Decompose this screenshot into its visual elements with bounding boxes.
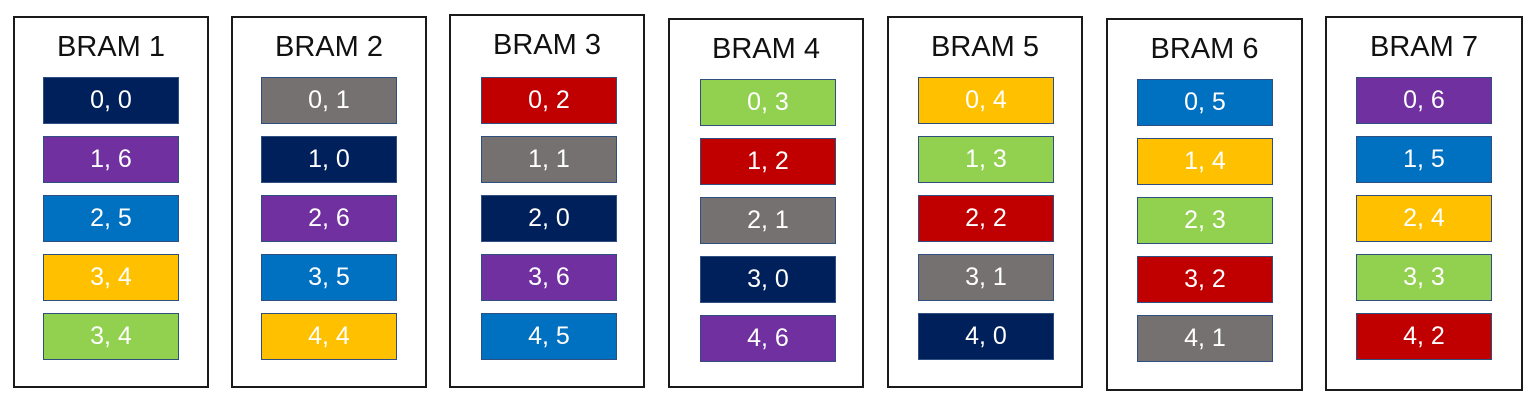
bram-block-6: BRAM 6 0, 5 1, 4 2, 3 3, 2 4, 1 — [1106, 18, 1303, 391]
bram-title: BRAM 4 — [712, 33, 820, 65]
bram-block-2: BRAM 2 0, 1 1, 0 2, 6 3, 5 4, 4 — [231, 16, 427, 388]
bram-title: BRAM 3 — [493, 29, 601, 61]
bram-block-7: BRAM 7 0, 6 1, 5 2, 4 3, 3 4, 2 — [1325, 16, 1523, 391]
bram-cell: 3, 6 — [481, 254, 617, 301]
bram-block-3: BRAM 3 0, 2 1, 1 2, 0 3, 6 4, 5 — [449, 14, 645, 388]
bram-cell: 2, 6 — [261, 195, 397, 242]
bram-cell: 0, 2 — [481, 77, 617, 124]
bram-cell: 2, 0 — [481, 195, 617, 242]
bram-cell: 3, 1 — [918, 254, 1054, 301]
bram-block-5: BRAM 5 0, 4 1, 3 2, 2 3, 1 4, 0 — [887, 16, 1083, 388]
bram-cell: 2, 3 — [1137, 197, 1273, 244]
bram-cell: 4, 2 — [1356, 313, 1492, 360]
bram-block-4: BRAM 4 0, 3 1, 2 2, 1 3, 0 4, 6 — [668, 18, 864, 388]
bram-cell: 3, 4 — [43, 254, 179, 301]
bram-cell: 0, 3 — [700, 79, 836, 126]
bram-cell: 0, 4 — [918, 77, 1054, 124]
bram-cell: 1, 4 — [1137, 138, 1273, 185]
bram-cell: 3, 3 — [1356, 254, 1492, 301]
bram-cell: 3, 5 — [261, 254, 397, 301]
bram-title: BRAM 5 — [931, 31, 1039, 63]
bram-cell: 4, 0 — [918, 313, 1054, 360]
bram-cell: 3, 4 — [43, 313, 179, 360]
bram-cell: 0, 5 — [1137, 79, 1273, 126]
bram-cell: 0, 6 — [1356, 77, 1492, 124]
bram-cell: 4, 4 — [261, 313, 397, 360]
bram-cell: 0, 1 — [261, 77, 397, 124]
bram-cell: 2, 2 — [918, 195, 1054, 242]
bram-cell: 1, 5 — [1356, 136, 1492, 183]
bram-cell: 1, 0 — [261, 136, 397, 183]
bram-cell: 2, 1 — [700, 197, 836, 244]
bram-cell: 1, 1 — [481, 136, 617, 183]
bram-cell: 4, 6 — [700, 315, 836, 362]
bram-cell: 1, 2 — [700, 138, 836, 185]
bram-title: BRAM 6 — [1150, 33, 1259, 65]
bram-cell: 0, 0 — [43, 77, 179, 124]
bram-cell: 4, 1 — [1137, 315, 1273, 362]
bram-cell: 2, 5 — [43, 195, 179, 242]
bram-cell: 3, 0 — [700, 256, 836, 303]
bram-title: BRAM 2 — [275, 31, 383, 63]
bram-cell: 1, 6 — [43, 136, 179, 183]
bram-cell: 2, 4 — [1356, 195, 1492, 242]
bram-cell: 4, 5 — [481, 313, 617, 360]
bram-title: BRAM 7 — [1370, 31, 1478, 63]
bram-cell: 3, 2 — [1137, 256, 1273, 303]
bram-title: BRAM 1 — [57, 31, 165, 63]
bram-cell: 1, 3 — [918, 136, 1054, 183]
bram-block-1: BRAM 1 0, 0 1, 6 2, 5 3, 4 3, 4 — [13, 16, 209, 388]
